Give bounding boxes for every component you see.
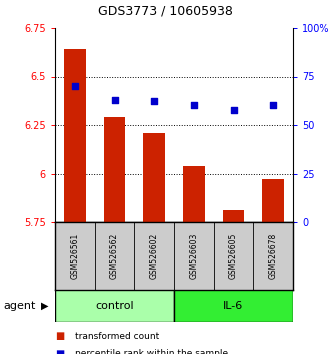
Point	[112, 97, 117, 103]
Text: transformed count: transformed count	[75, 332, 159, 341]
Point	[152, 98, 157, 104]
Text: GSM526603: GSM526603	[189, 233, 198, 279]
Point	[72, 84, 77, 89]
Text: ▶: ▶	[41, 301, 48, 311]
Text: GSM526605: GSM526605	[229, 233, 238, 279]
Bar	[55, 290, 174, 322]
Bar	[222, 210, 244, 222]
Point	[270, 102, 276, 108]
Bar	[183, 166, 205, 222]
Text: control: control	[95, 301, 134, 311]
Bar	[262, 179, 284, 222]
Text: agent: agent	[3, 301, 36, 311]
Text: ■: ■	[55, 349, 64, 354]
Bar	[143, 133, 165, 222]
Text: ■: ■	[55, 331, 64, 341]
Point	[231, 108, 236, 113]
Text: IL-6: IL-6	[223, 301, 244, 311]
Point	[191, 102, 197, 108]
Text: GSM526602: GSM526602	[150, 233, 159, 279]
Text: percentile rank within the sample: percentile rank within the sample	[75, 349, 228, 354]
Text: GSM526562: GSM526562	[110, 233, 119, 279]
Bar	[104, 117, 125, 222]
Text: GSM526561: GSM526561	[70, 233, 79, 279]
Bar	[64, 49, 86, 222]
Bar	[174, 290, 293, 322]
Text: GSM526678: GSM526678	[269, 233, 278, 279]
Text: GDS3773 / 10605938: GDS3773 / 10605938	[98, 5, 233, 18]
